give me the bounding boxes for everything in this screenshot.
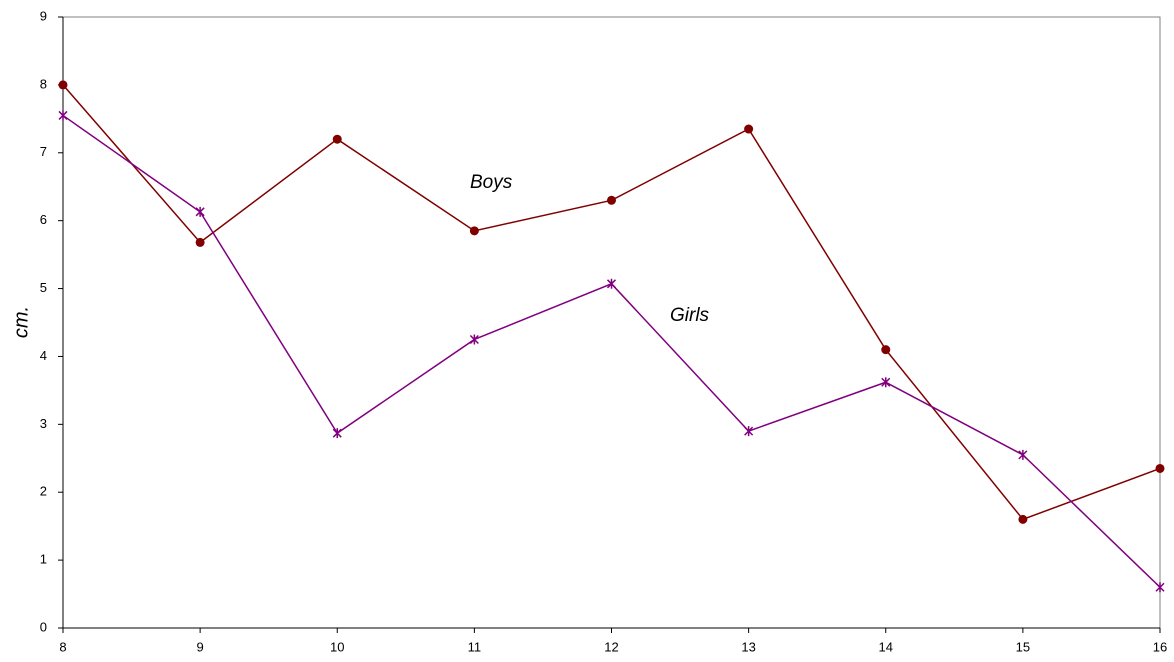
- y-tick-label: 1: [40, 552, 47, 567]
- x-tick-label: 14: [879, 639, 893, 654]
- x-tick-label: 13: [741, 639, 755, 654]
- y-tick-label: 5: [40, 280, 47, 295]
- marker: [744, 124, 754, 134]
- series-line: [62, 114, 1161, 588]
- marker: [469, 334, 479, 345]
- marker: [469, 226, 479, 236]
- x-tick-label: 9: [197, 639, 204, 654]
- series-line: [62, 84, 1161, 521]
- marker: [1018, 514, 1028, 524]
- x-tick-label: 12: [604, 639, 618, 654]
- marker: [58, 80, 68, 90]
- y-tick-label: 8: [40, 76, 47, 91]
- y-tick-label: 6: [40, 212, 47, 227]
- marker: [1155, 463, 1165, 473]
- marker: [1018, 449, 1028, 460]
- marker: [1155, 582, 1165, 593]
- marker: [195, 237, 205, 247]
- y-tick-label: 4: [40, 348, 47, 363]
- y-axis-label: cm.: [10, 306, 32, 338]
- x-tick-label: 16: [1153, 639, 1167, 654]
- marker: [744, 426, 754, 437]
- series-label: Boys: [470, 172, 513, 193]
- y-tick-label: 7: [40, 144, 47, 159]
- series-label: Girls: [670, 305, 710, 326]
- y-tick-label: 0: [40, 619, 47, 634]
- marker: [881, 345, 891, 355]
- marker: [607, 195, 616, 205]
- marker: [606, 278, 617, 289]
- plot-frame: [62, 16, 1161, 629]
- y-tick-label: 2: [40, 484, 47, 499]
- y-tick-label: 3: [40, 416, 47, 431]
- marker: [332, 428, 342, 439]
- x-tick-label: 15: [1016, 639, 1030, 654]
- marker: [58, 110, 68, 121]
- marker: [332, 134, 342, 144]
- y-tick-label: 9: [40, 8, 47, 23]
- marker: [195, 206, 205, 217]
- marker: [881, 377, 891, 388]
- x-tick-label: 8: [59, 639, 66, 654]
- x-tick-label: 11: [468, 639, 482, 654]
- x-tick-label: 10: [330, 639, 344, 654]
